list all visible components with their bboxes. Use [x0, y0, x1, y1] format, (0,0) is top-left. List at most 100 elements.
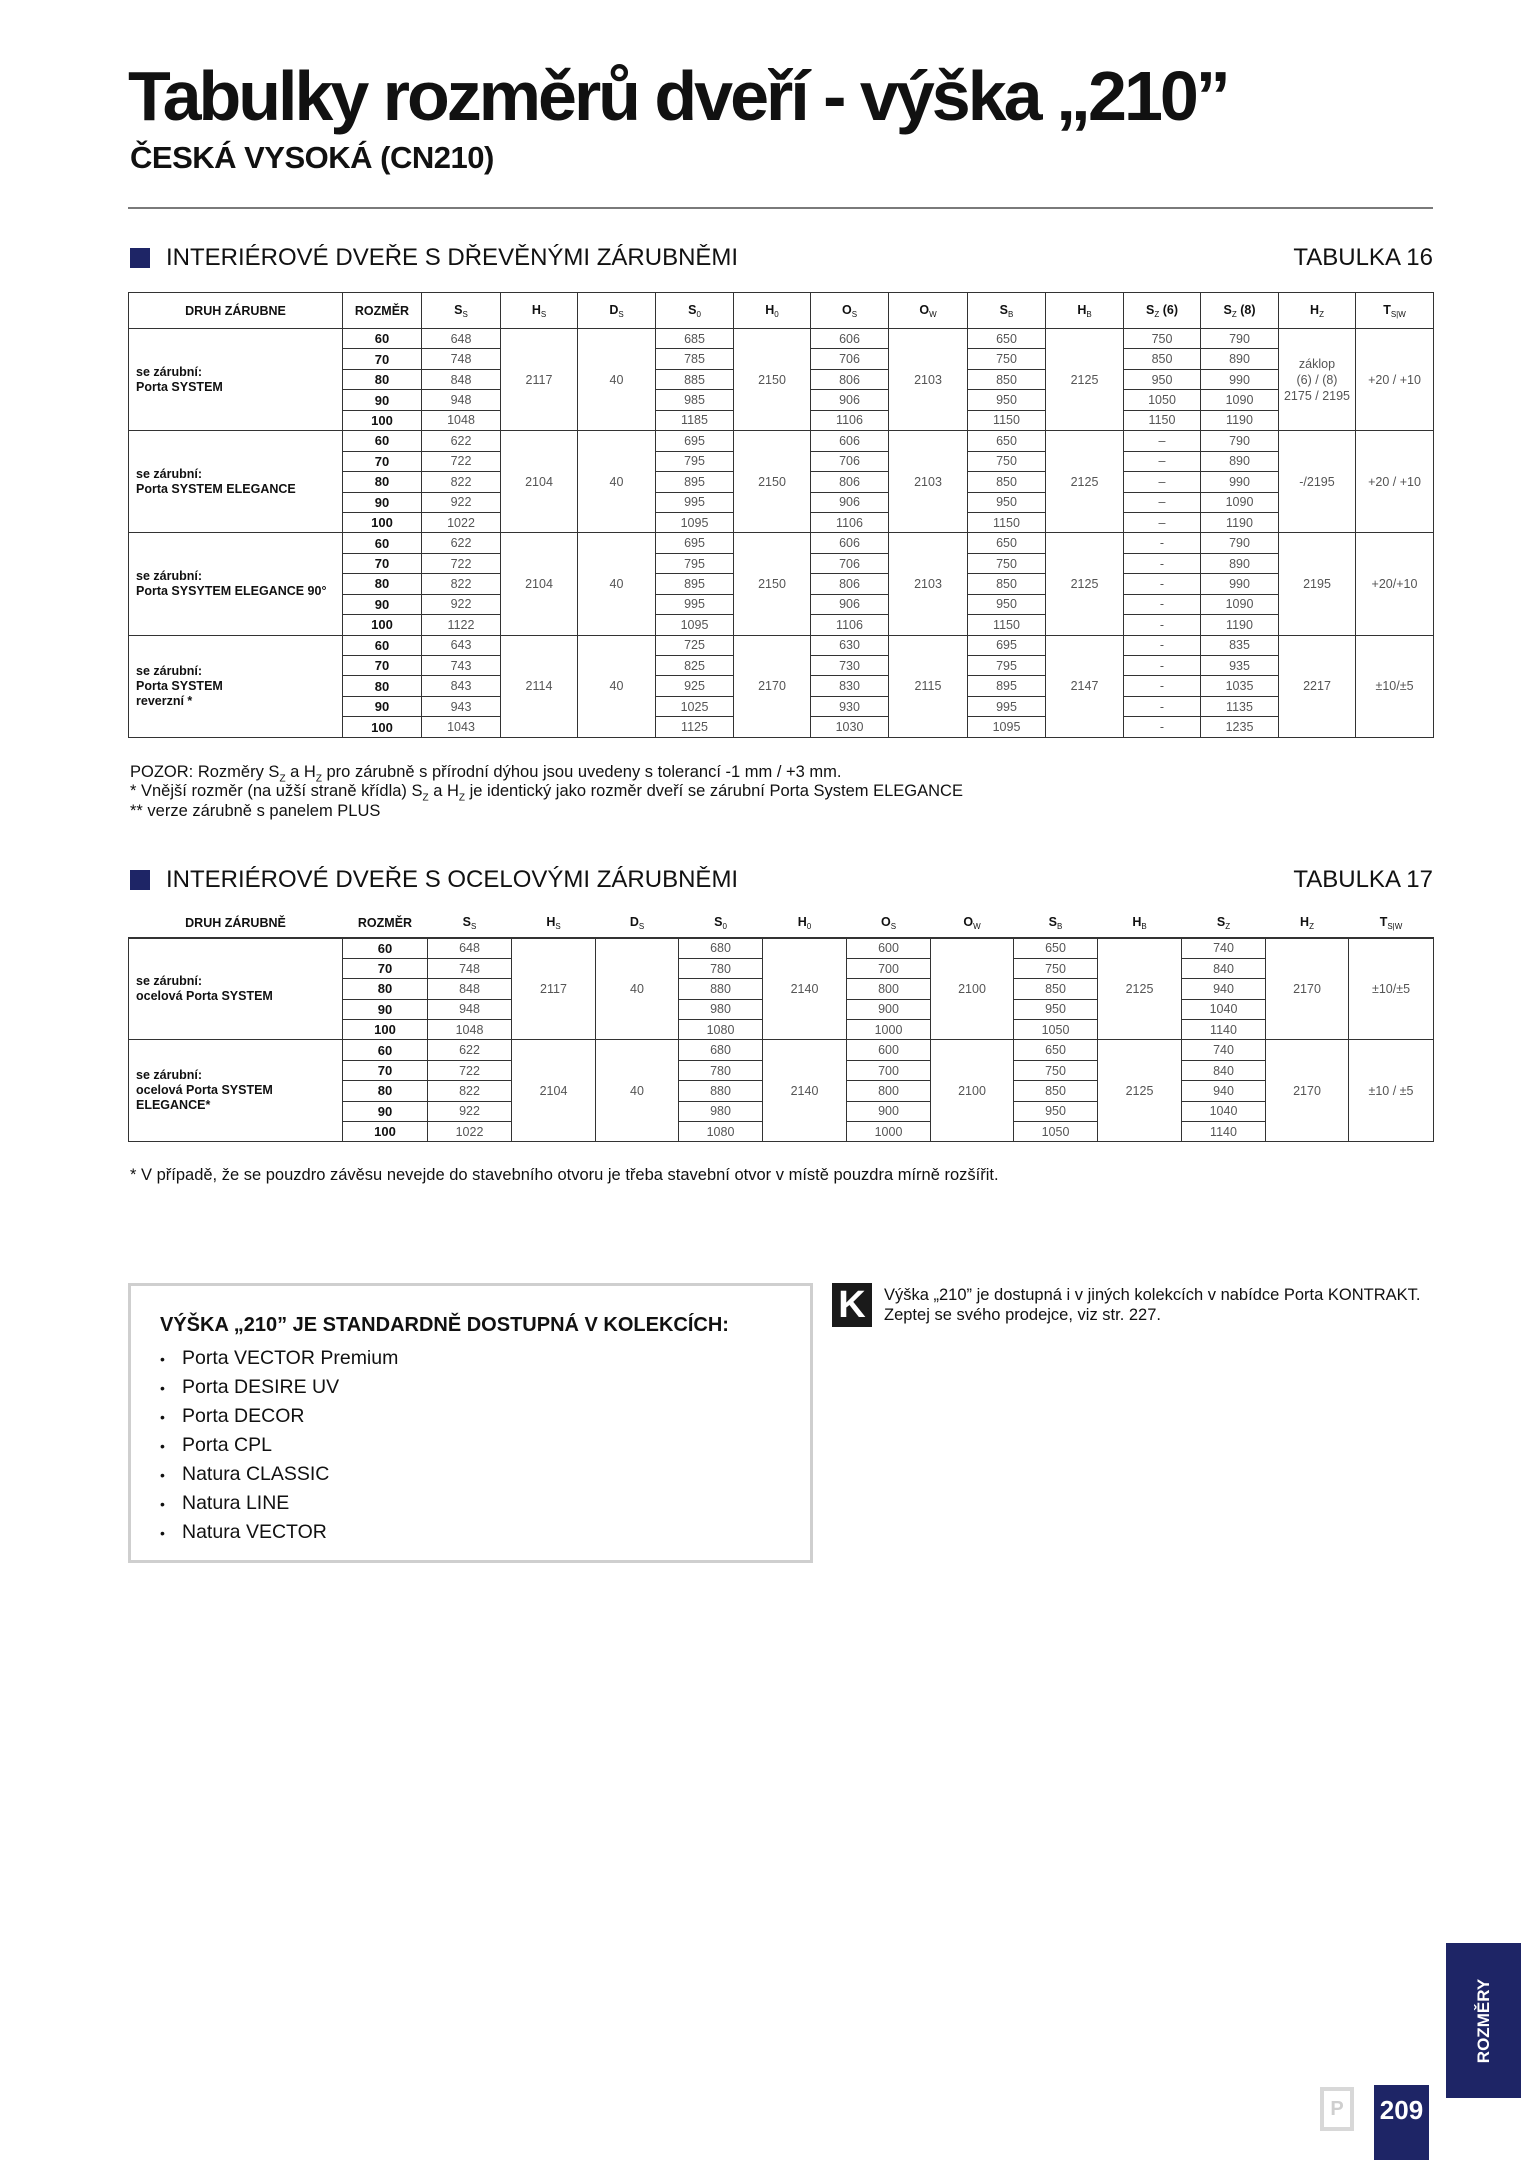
bullet-icon: •: [160, 1408, 165, 1425]
value-cell-sb: 1150: [967, 614, 1046, 636]
value-cell-os: 700: [846, 1059, 931, 1082]
value-cell-ss: 843: [421, 675, 501, 697]
size-cell: 70: [342, 654, 422, 677]
value-cell-sz8: 935: [1200, 654, 1279, 677]
value-cell-ow: 2100: [930, 937, 1014, 1041]
size-cell: 60: [342, 634, 422, 657]
size-cell: 90: [342, 491, 422, 513]
table-17: DRUH ZÁRUBNĚ ROZMĚR SS HS DS S0 H0 OS OW SB HB SZ HZ…: [128, 908, 1434, 1143]
column-header: HZ: [1266, 908, 1349, 938]
value-cell-sz8: 990: [1200, 471, 1279, 493]
value-cell-tsw: ±10/±5: [1355, 634, 1434, 738]
value-cell-sz8: 1190: [1200, 409, 1279, 432]
collection-item: • Porta DECOR: [160, 1402, 398, 1431]
column-header-main: H: [1077, 302, 1087, 317]
collection-item: • Porta CPL: [160, 1431, 398, 1460]
collection-name: Porta CPL: [182, 1434, 272, 1456]
frame-type-label: se zárubní: Porta SYSTEM: [128, 327, 343, 432]
table-row: 70 722 795 706 750 -890: [129, 552, 1434, 575]
table-row: 100 1122 1095 1106 1150 -1190: [129, 614, 1434, 636]
size-cell: 90: [342, 695, 422, 718]
value-cell-ss: 922: [427, 1100, 512, 1123]
value-cell-sz: 1140: [1181, 1121, 1266, 1143]
page-title: Tabulky rozměrů dveří - výška „210”: [128, 57, 1231, 135]
note-text: je identický jako rozměr dveří se zárubn…: [465, 782, 963, 800]
section-heading-text: INTERIÉROVÉ DVEŘE S OCELOVÝMI ZÁRUBNĚMI: [166, 866, 739, 893]
footnote-hinge: * V případě, že se pouzdro závěsu nevejd…: [130, 1166, 999, 1184]
column-header-main: H: [1310, 302, 1320, 317]
value-cell-sz8: 835: [1200, 634, 1279, 657]
value-cell-hz: -/2195: [1278, 430, 1356, 534]
column-header-sub: S|W: [1387, 921, 1403, 931]
column-header-sub: 0: [722, 921, 727, 931]
value-cell-os: 800: [846, 1080, 931, 1102]
table-row: se zárubní: Porta SYSYTEM ELEGANCE 90° 60 6…: [128, 532, 1434, 636]
column-header-main: D: [609, 302, 619, 317]
value-cell-s0: 685: [655, 327, 734, 350]
size-cell: 70: [342, 450, 422, 473]
value-cell-ss: 948: [427, 998, 512, 1021]
value-cell-ss: 648: [427, 937, 512, 959]
collection-item: • Porta DESIRE UV: [160, 1373, 398, 1402]
value-cell-ow: 2103: [888, 532, 968, 636]
bullet-icon: •: [160, 1495, 165, 1512]
size-cell: 100: [342, 1019, 428, 1041]
frame-type-line: ocelová Porta SYSTEM: [136, 989, 273, 1004]
column-header-sub: B: [1141, 921, 1147, 931]
column-header: HS: [500, 292, 578, 329]
value-cell-hz: 2217: [1278, 634, 1356, 738]
value-cell-sz8: 890: [1200, 348, 1279, 370]
value-cell-ss: 722: [427, 1059, 512, 1082]
collection-name: Natura VECTOR: [182, 1521, 327, 1543]
value-cell-sb: 850: [967, 471, 1046, 493]
frame-type-line: Porta SYSTEM: [136, 678, 223, 693]
size-cell: 70: [342, 1059, 428, 1082]
column-header-main: H: [797, 914, 807, 929]
value-cell-os: 600: [846, 937, 931, 959]
size-cell: 70: [342, 348, 422, 370]
value-cell-hs: 2104: [500, 430, 578, 534]
value-cell-sb: 750: [1013, 957, 1098, 980]
value-cell-s0: 1185: [655, 409, 734, 432]
note-sub: Z: [279, 773, 286, 785]
value-cell-sz6: –: [1123, 430, 1201, 452]
value-cell-os: 900: [846, 1100, 931, 1123]
table-row: 80 843 925 830 895 -1035: [129, 675, 1434, 697]
collection-name: Porta DESIRE UV: [182, 1376, 340, 1398]
column-header: OS: [810, 292, 889, 329]
table-label: TABULKA 17: [1293, 866, 1433, 893]
column-header: SS: [421, 292, 501, 329]
column-header: OW: [931, 908, 1014, 938]
value-cell-ss: 748: [427, 957, 512, 980]
value-cell-os: 700: [846, 957, 931, 980]
value-cell-sb: 950: [1013, 1100, 1098, 1123]
value-cell-sz6: -: [1123, 675, 1201, 697]
collection-item: • Porta VECTOR Premium: [160, 1344, 398, 1373]
value-cell-sz8: 1190: [1200, 614, 1279, 636]
section-heading-text: INTERIÉROVÉ DVEŘE S DŘEVĚNÝMI ZÁRUBNĚMI: [166, 244, 739, 271]
value-cell-sb: 895: [967, 675, 1046, 697]
size-cell: 60: [342, 532, 422, 554]
value-cell-os: 1106: [810, 409, 889, 432]
value-cell-ss: 822: [421, 471, 501, 493]
value-cell-sb: 1150: [967, 409, 1046, 432]
value-cell-os: 906: [810, 389, 889, 411]
value-cell-ds: 40: [595, 1039, 679, 1143]
value-cell-sz6: -: [1123, 593, 1201, 616]
divider: [128, 207, 1433, 209]
value-cell-sz8: 1135: [1200, 695, 1279, 718]
size-cell: 70: [342, 552, 422, 575]
size-cell: 80: [342, 573, 422, 595]
column-header: HB: [1098, 908, 1182, 938]
column-header: HB: [1045, 292, 1124, 329]
value-cell-s0: 795: [655, 552, 734, 575]
column-header-main: S: [462, 914, 471, 929]
value-cell-sz6: -: [1123, 654, 1201, 677]
column-header-sub: Z: [1319, 309, 1324, 319]
collection-name: Natura LINE: [182, 1492, 290, 1514]
column-header-main: S: [1216, 914, 1226, 929]
section-side-tab: ROZMĚRY: [1446, 1943, 1521, 2098]
section-heading-steel: INTERIÉROVÉ DVEŘE S OCELOVÝMI ZÁRUBNĚMI: [130, 866, 738, 894]
column-header-main: S: [688, 302, 697, 317]
value-cell-ss: 822: [427, 1080, 512, 1102]
